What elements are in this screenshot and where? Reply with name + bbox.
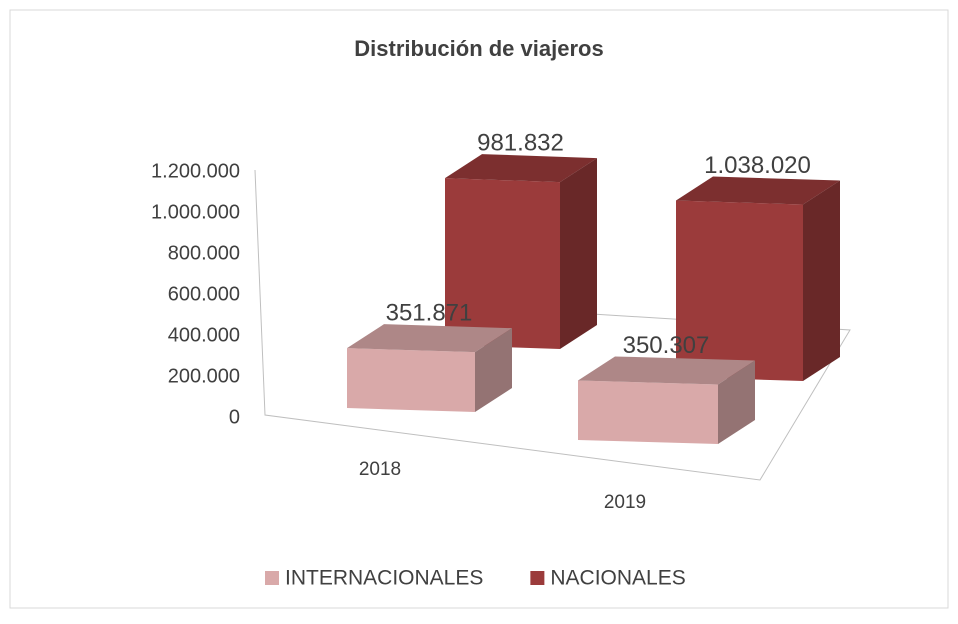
bar-top [347,324,512,353]
bar [445,154,597,349]
y-tick-label: 0 [229,406,240,428]
bar [347,324,512,412]
legend-label: INTERNACIONALES [285,567,483,590]
y-tick-label: 600.000 [168,283,240,305]
data-label: 351.871 [386,300,473,327]
legend-swatch [265,571,279,585]
bar-top [676,176,840,205]
data-label: 1.038.020 [704,152,811,179]
bar-front [578,380,718,444]
y-tick-label: 1.200.000 [151,160,240,182]
bar-front [347,348,475,412]
bar [676,176,840,381]
bar-top [578,356,755,385]
x-tick-label: 2019 [604,492,646,513]
y-tick-label: 1.000.000 [151,201,240,223]
x-tick-label: 2018 [359,459,401,480]
bar-top [445,154,597,183]
bar-side [475,328,512,412]
bar-front [445,178,560,349]
bar-side [718,360,755,444]
chart-frame [9,9,949,609]
bar-side [560,158,597,349]
y-tick-label: 400.000 [168,324,240,346]
bar [578,356,755,444]
data-label: 350.307 [623,332,710,359]
chart-title: Distribución de viajeros [354,36,603,61]
y-tick-label: 200.000 [168,365,240,387]
legend-label: NACIONALES [550,567,685,590]
legend-swatch [530,571,545,585]
bar-side [803,180,840,381]
bar-front [676,200,803,381]
data-label: 981.832 [477,129,564,156]
y-tick-label: 800.000 [168,242,240,264]
